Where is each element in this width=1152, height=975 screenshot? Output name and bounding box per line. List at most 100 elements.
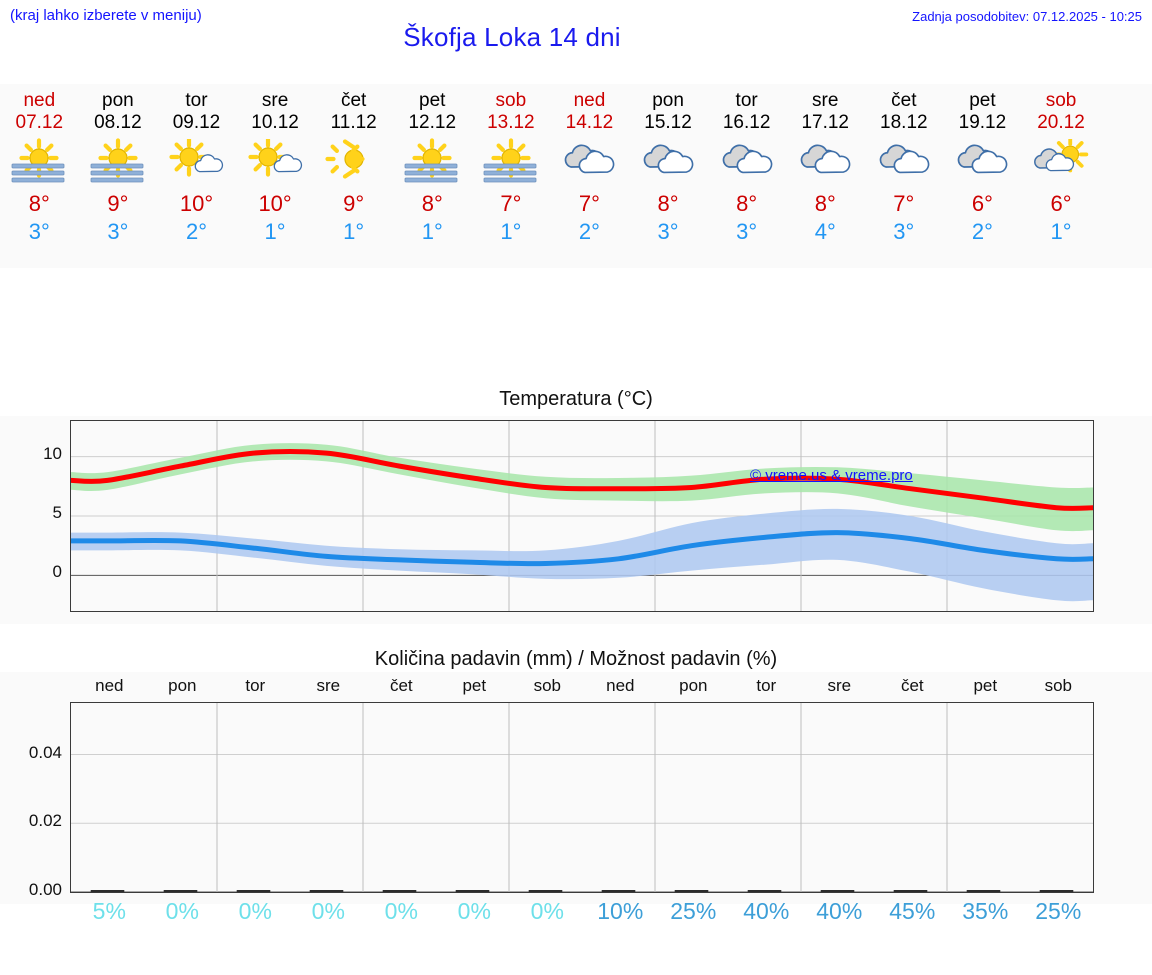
precipitation-probability: 40%	[743, 898, 790, 924]
day-of-week: čet	[340, 90, 367, 111]
low-temperature: 3°	[107, 219, 129, 244]
forecast-day-5[interactable]: čet 11.12 9° 1°	[314, 84, 393, 268]
precipitation-probability: 10%	[597, 898, 644, 924]
precipitation-day-header: ned	[606, 676, 635, 695]
day-date: 13.12	[487, 112, 535, 133]
day-of-week: pon	[652, 90, 684, 111]
copyright-link[interactable]: © vreme.us & vreme.pro	[750, 467, 913, 484]
page-header: (kraj lahko izberete v meniju) Škofja Lo…	[0, 0, 1152, 84]
day-of-week: pet	[419, 90, 446, 111]
precipitation-probability: 45%	[889, 898, 936, 924]
high-temperature: 10°	[258, 191, 292, 216]
forecast-day-6[interactable]: pet 12.12 8° 1°	[393, 84, 472, 268]
low-temperature: 4°	[814, 219, 836, 244]
precipitation-probability: 25%	[1035, 898, 1082, 924]
last-updated: Zadnja posodobitev: 07.12.2025 - 10:25	[912, 9, 1142, 24]
sun-haze-icon	[79, 138, 158, 184]
day-date: 10.12	[251, 112, 299, 133]
precipitation-probability: 0%	[530, 898, 564, 924]
precipitation-probability: 0%	[457, 898, 491, 924]
day-date: 09.12	[172, 112, 221, 133]
day-date: 18.12	[880, 112, 928, 133]
precipitation-probability: 0%	[311, 898, 345, 924]
day-of-week: ned	[23, 90, 56, 111]
precipitation-probability: 0%	[165, 898, 199, 924]
day-of-week: sob	[1045, 90, 1077, 111]
high-temperature: 8°	[28, 191, 50, 216]
day-date: 14.12	[565, 112, 614, 133]
day-of-week: pet	[969, 90, 996, 111]
high-temperature: 8°	[657, 191, 679, 216]
temperature-y-tick: 10	[43, 443, 62, 463]
precipitation-day-header: sre	[827, 676, 852, 695]
sun-haze-icon	[0, 138, 79, 184]
forecast-day-8[interactable]: ned 14.12 7° 2°	[550, 84, 629, 268]
high-temperature: 8°	[814, 191, 836, 216]
forecast-day-2[interactable]: pon 08.12 9° 3°	[79, 84, 158, 268]
forecast-day-14[interactable]: sob 20.12 6° 1°	[1022, 84, 1101, 268]
cloudy-icon	[629, 138, 708, 184]
precipitation-probability: 35%	[962, 898, 1009, 924]
high-temperature: 9°	[343, 191, 365, 216]
day-date: 16.12	[722, 112, 771, 133]
low-temperature: 3°	[28, 219, 50, 244]
low-temperature: 2°	[185, 219, 207, 244]
forecast-day-1[interactable]: ned 07.12 8° 3°	[0, 84, 79, 268]
low-temperature: 3°	[657, 219, 679, 244]
precipitation-day-header: pet	[462, 676, 487, 695]
precipitation-day-header: pet	[973, 676, 998, 695]
precipitation-plot-area	[70, 702, 1094, 893]
precipitation-probability: 25%	[670, 898, 717, 924]
sun-haze-icon	[393, 138, 472, 184]
precipitation-y-tick: 0.04	[28, 742, 62, 762]
sun-haze-icon	[472, 138, 551, 184]
day-of-week: čet	[891, 90, 917, 111]
low-temperature: 1°	[264, 219, 286, 244]
precipitation-graph	[71, 703, 1093, 892]
precipitation-day-header: čet	[389, 676, 413, 695]
day-of-week: tor	[185, 90, 208, 111]
high-temperature: 7°	[578, 191, 600, 216]
precipitation-day-header: sob	[1044, 676, 1072, 695]
precipitation-chart-title: Količina padavin (mm) / Možnost padavin …	[374, 648, 778, 670]
day-date: 15.12	[644, 112, 692, 133]
precipitation-day-header: pon	[679, 676, 708, 695]
page-title: Škofja Loka 14 dni	[403, 22, 621, 52]
day-of-week: ned	[573, 90, 606, 111]
forecast-day-10[interactable]: tor 16.12 8° 3°	[707, 84, 786, 268]
precipitation-probability: 0%	[384, 898, 418, 924]
forecast-day-12[interactable]: čet 18.12 7° 3°	[865, 84, 944, 268]
high-temperature: 8°	[736, 191, 758, 216]
forecast-day-11[interactable]: sre 17.12 8° 4°	[786, 84, 865, 268]
cloudy-icon	[550, 138, 629, 184]
forecast-day-7[interactable]: sob 13.12 7° 1°	[472, 84, 551, 268]
forecast-day-4[interactable]: sre 10.12 10° 1°	[236, 84, 315, 268]
low-temperature: 1°	[343, 219, 365, 244]
forecast-day-13[interactable]: pet 19.12 6° 2°	[943, 84, 1022, 268]
day-of-week: pon	[102, 90, 134, 111]
low-temperature: 1°	[500, 219, 522, 244]
cloudy-icon	[707, 138, 786, 184]
low-temperature: 2°	[578, 219, 600, 244]
forecast-day-strip: ned 07.12 8° 3° pon 08.12 9° 3° tor 09.12 10° 2°…	[0, 84, 1152, 268]
precipitation-probability: 0%	[238, 898, 272, 924]
cloud-sun-icon	[1022, 138, 1101, 184]
menu-hint: (kraj lahko izberete v meniju)	[10, 7, 202, 24]
low-temperature: 3°	[736, 219, 758, 244]
precipitation-day-header: tor	[756, 676, 777, 695]
day-of-week: sre	[261, 90, 289, 111]
high-temperature: 6°	[971, 191, 993, 216]
low-temperature: 1°	[421, 219, 443, 244]
high-temperature: 10°	[179, 191, 214, 216]
cloudy-icon	[786, 138, 865, 184]
precipitation-day-header: tor	[245, 676, 266, 695]
precipitation-probability: 40%	[816, 898, 863, 924]
low-temperature: 2°	[971, 219, 993, 244]
day-date: 17.12	[801, 112, 849, 133]
precipitation-day-header: čet	[900, 676, 924, 695]
precipitation-probability: 5%	[92, 898, 126, 924]
forecast-day-9[interactable]: pon 15.12 8° 3°	[629, 84, 708, 268]
temperature-plot-area	[70, 420, 1094, 612]
day-date: 19.12	[958, 112, 1007, 133]
forecast-day-3[interactable]: tor 09.12 10° 2°	[157, 84, 236, 268]
